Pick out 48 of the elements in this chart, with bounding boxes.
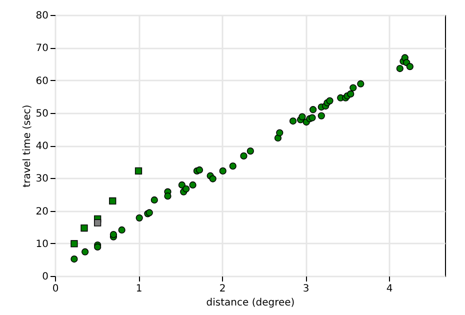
point (318, 112, 325, 120)
point (298, 113, 306, 120)
point (308, 114, 316, 122)
point (94, 219, 102, 226)
y-tick-label: 40 (36, 141, 48, 152)
y-tick-label: 30 (36, 174, 48, 185)
point (240, 152, 248, 160)
point (182, 185, 190, 192)
point (189, 181, 196, 189)
y-axis-title: travel time (sec) (22, 104, 33, 188)
y-tick-label: 60 (36, 76, 48, 87)
x-axis-title: distance (degree) (206, 298, 295, 308)
point (196, 166, 204, 174)
x-tick-label: 2 (219, 284, 226, 294)
y-tick-label: 50 (36, 108, 48, 120)
point (70, 240, 78, 248)
y-tick-label: 80 (36, 10, 48, 22)
point (109, 197, 116, 205)
x-tick-label: 4 (386, 284, 393, 294)
y-tick-label: 20 (36, 206, 48, 218)
point (326, 97, 334, 104)
point (178, 181, 186, 189)
x-tick-label: 0 (52, 284, 59, 294)
point (246, 147, 254, 155)
point (134, 167, 142, 175)
point (219, 167, 226, 175)
point (136, 214, 143, 222)
y-tick-label: 70 (36, 43, 48, 54)
point (209, 175, 216, 182)
point (276, 129, 284, 136)
point (82, 248, 89, 256)
point (150, 196, 158, 204)
point (357, 80, 364, 88)
point (347, 90, 354, 98)
point (396, 64, 404, 72)
y-tick-label: 10 (36, 238, 48, 250)
x-tick-label: 3 (302, 284, 310, 294)
point (289, 117, 297, 125)
point (406, 62, 414, 70)
point (70, 255, 78, 263)
point (350, 84, 357, 92)
point (164, 192, 172, 200)
point (80, 224, 88, 232)
point (118, 226, 126, 234)
point (309, 106, 317, 114)
y-tick-label: 0 (42, 272, 48, 282)
point (229, 162, 236, 170)
x-tick-label: 1 (136, 284, 142, 294)
